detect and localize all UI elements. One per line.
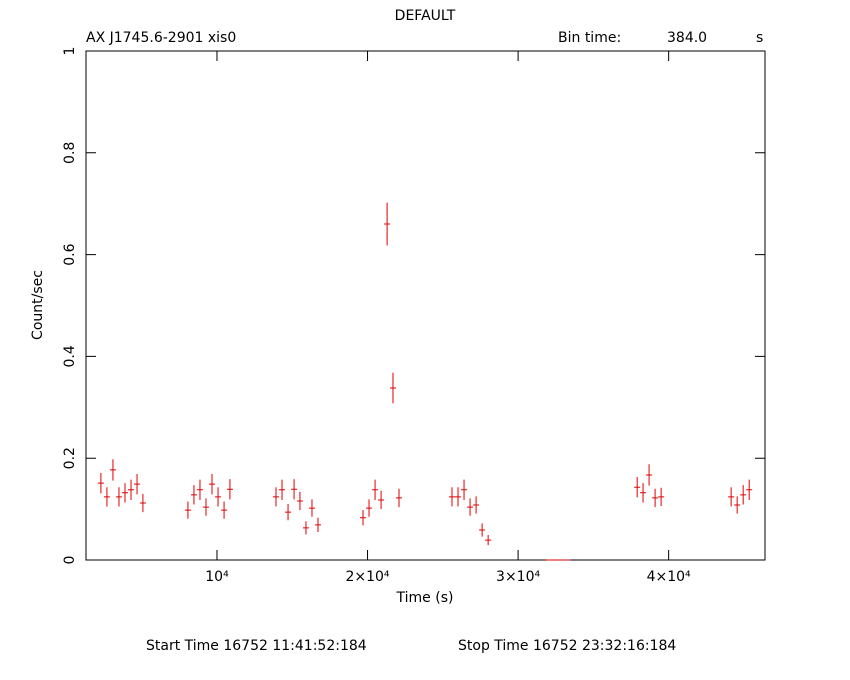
error-bar-point: [640, 483, 647, 503]
error-bar-point: [97, 472, 104, 494]
error-bar-point: [190, 485, 197, 505]
plot-frame: [85, 50, 766, 561]
error-bar-point: [448, 487, 455, 507]
error-bar-point: [740, 485, 747, 505]
error-bar-point: [378, 490, 385, 510]
y-tick-label: 0.4: [62, 345, 78, 367]
x-tick-label: 2×10⁴: [345, 569, 389, 585]
error-bar-point: [396, 488, 403, 508]
error-bar-point: [658, 487, 665, 507]
error-bar-point: [652, 488, 659, 508]
error-bar-point: [221, 501, 228, 519]
x-axis-label: Time (s): [396, 590, 454, 606]
error-bar-point: [291, 479, 298, 500]
error-bar-point: [366, 499, 373, 517]
x-tick-label: 3×10⁴: [496, 569, 540, 585]
error-bar-point: [296, 491, 303, 511]
error-bar-point: [461, 479, 468, 500]
error-bar-point: [360, 510, 367, 526]
error-bar-point: [273, 487, 279, 507]
x-tick-label: 10⁴: [205, 569, 229, 585]
source-label: AX J1745.6-2901 xis0: [86, 30, 236, 46]
y-tick-label: 0.2: [62, 447, 78, 469]
error-bar-point: [455, 487, 462, 507]
error-bar-point: [209, 473, 216, 495]
error-bar-point: [226, 479, 233, 500]
error-bar-point: [467, 498, 474, 516]
error-bar-point: [285, 504, 292, 521]
error-bar-point: [728, 487, 735, 507]
bin-time: 384.0: [667, 30, 707, 46]
error-bar-point: [279, 479, 286, 500]
y-axis-label: Count/sec: [30, 270, 46, 340]
error-bar-point: [139, 493, 146, 513]
error-bar-point: [109, 459, 116, 481]
error-bar-point: [473, 496, 480, 514]
error-bar-point: [734, 496, 741, 514]
y-tick-label: 1: [62, 47, 78, 56]
error-bar-point: [128, 479, 135, 500]
error-bar-point: [302, 521, 309, 535]
error-bar-point: [372, 479, 379, 500]
error-bar-point: [646, 464, 653, 486]
error-bar-point: [315, 517, 322, 533]
error-bar-point: [103, 487, 110, 507]
error-bar-point: [479, 523, 486, 537]
bin-time-label: Bin time:: [558, 30, 621, 46]
error-bar-point: [196, 479, 203, 500]
error-bar-point: [389, 372, 396, 404]
y-tick-label: 0.8: [62, 142, 78, 164]
error-bar-point: [634, 477, 641, 498]
start-time: Start Time 16752 11:41:52:184: [146, 638, 367, 654]
error-bar-point: [308, 499, 315, 517]
stop-time: Stop Time 16752 23:32:16:184: [458, 638, 676, 654]
error-bar-point: [485, 535, 492, 546]
x-tick-label: 4×10⁴: [647, 569, 691, 585]
error-bar-point: [746, 479, 753, 500]
error-bar-point: [121, 483, 128, 503]
error-bar-point: [215, 487, 222, 507]
y-tick-label: 0: [62, 556, 78, 565]
y-tick-label: 0.6: [62, 243, 78, 265]
bin-time-unit: s: [756, 30, 763, 46]
error-bar-point: [115, 487, 122, 507]
error-bar-point: [184, 501, 191, 519]
error-bar-point: [134, 473, 141, 495]
error-bar-point: [384, 202, 391, 246]
error-bar-point: [202, 498, 209, 516]
chart-title: DEFAULT: [395, 8, 456, 24]
